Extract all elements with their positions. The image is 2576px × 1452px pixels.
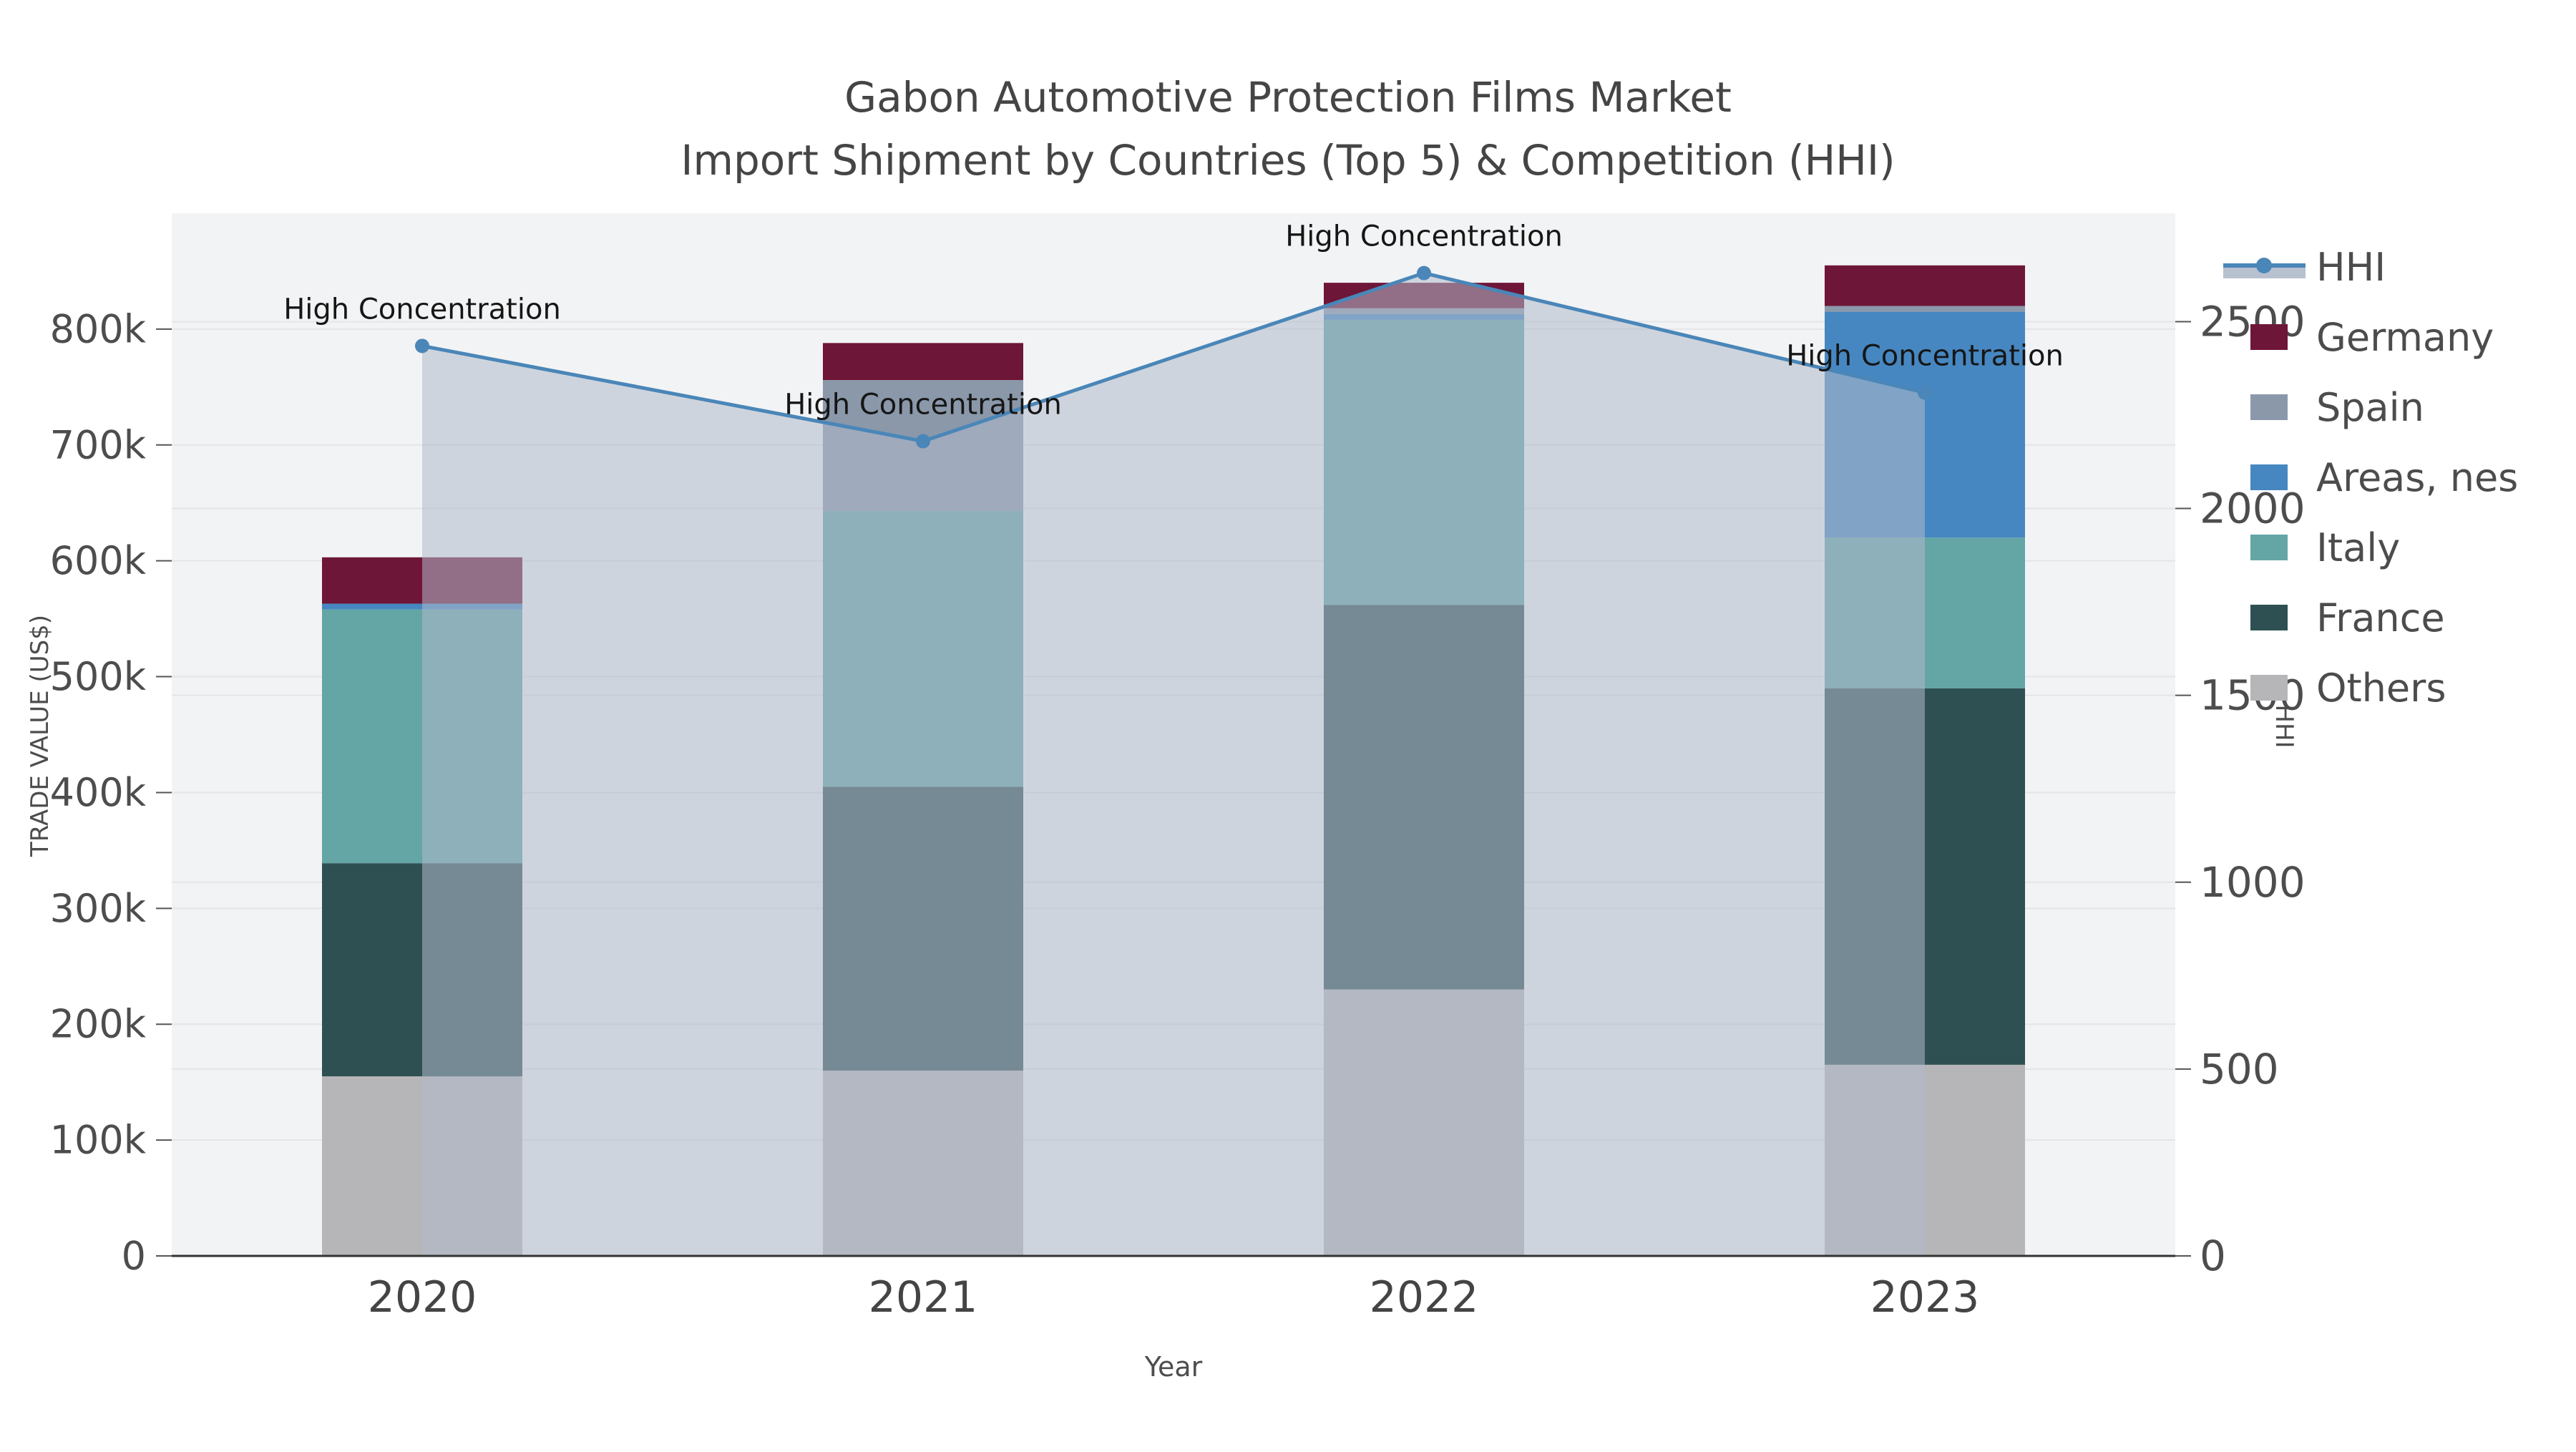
- hhi-marker-2022: [1417, 265, 1431, 281]
- legend-item-hhi[interactable]: HHI: [2222, 232, 2518, 302]
- left-axis-tick-label: 700k: [50, 422, 147, 467]
- left-axis-title: TRADE VALUE (US$): [26, 614, 54, 857]
- legend-item-france[interactable]: France: [2222, 583, 2518, 653]
- hhi-marker-2021: [916, 434, 930, 449]
- bar-segment-2023-germany: [1825, 265, 2025, 306]
- left-axis-tick-label: 200k: [50, 1002, 147, 1047]
- x-tick-label-2021: 2021: [869, 1272, 978, 1322]
- legend-label: HHI: [2316, 244, 2386, 290]
- annotation-high-concentration: High Concentration: [784, 389, 1062, 422]
- legend-swatch-icon: [2222, 394, 2315, 420]
- hhi-marker-2023: [1918, 385, 1932, 400]
- left-axis-tick-label: 500k: [50, 654, 147, 699]
- right-axis-tick-label: 500: [2200, 1045, 2279, 1093]
- legend-item-others[interactable]: Others: [2222, 653, 2518, 723]
- x-tick-label-2022: 2022: [1370, 1272, 1479, 1322]
- annotation-high-concentration: High Concentration: [1285, 220, 1563, 253]
- chart-subtitle: Import Shipment by Countries (Top 5) & C…: [680, 136, 1896, 185]
- annotation-high-concentration: High Concentration: [283, 293, 561, 326]
- legend-swatch-icon: [2222, 535, 2315, 560]
- legend-label: France: [2316, 595, 2445, 640]
- legend-label: Spain: [2316, 384, 2424, 430]
- legend-item-italy[interactable]: Italy: [2222, 512, 2518, 583]
- annotation-high-concentration: High Concentration: [1786, 340, 2064, 373]
- left-axis-tick-label: 300k: [50, 886, 147, 931]
- legend-swatch-icon: [2222, 605, 2315, 630]
- legend: HHI Germany Spain Areas, nes Italy France Othe…: [2222, 232, 2518, 723]
- hhi-area-fill: [422, 273, 1925, 1256]
- x-tick-label-2020: 2020: [368, 1272, 477, 1322]
- right-axis-tick-label: 1000: [2200, 858, 2306, 907]
- legend-item-germany[interactable]: Germany: [2222, 302, 2518, 372]
- legend-label: Germany: [2316, 314, 2494, 360]
- right-axis-tick-label: 2000: [2200, 484, 2306, 533]
- chart-title: Gabon Automotive Protection Films Market: [844, 73, 1732, 122]
- left-axis-tick-label: 100k: [50, 1118, 147, 1163]
- left-axis-tick-label: 400k: [50, 770, 147, 815]
- chart-title-block: Gabon Automotive Protection Films Market…: [0, 66, 2576, 192]
- left-axis-tick-label: 800k: [50, 306, 147, 351]
- left-axis-tick-label: 600k: [50, 538, 147, 583]
- x-axis-title: Year: [1144, 1351, 1203, 1383]
- bar-segment-2021-germany: [823, 343, 1023, 381]
- legend-label: Others: [2316, 665, 2446, 711]
- legend-swatch-icon: [2222, 464, 2315, 490]
- legend-item-areas-nes[interactable]: Areas, nes: [2222, 442, 2518, 512]
- legend-line-icon: [2222, 254, 2315, 280]
- legend-label: Italy: [2316, 525, 2401, 570]
- legend-item-spain[interactable]: Spain: [2222, 372, 2518, 442]
- right-axis-tick-label: 0: [2200, 1232, 2226, 1280]
- hhi-line: [421, 271, 1926, 444]
- left-axis-tick-label: 0: [122, 1234, 146, 1279]
- bar-segment-2023-spain: [1825, 306, 2025, 312]
- legend-swatch-icon: [2222, 324, 2315, 350]
- hhi-marker-2020: [415, 338, 429, 354]
- legend-swatch-icon: [2222, 675, 2315, 701]
- x-tick-label-2023: 2023: [1870, 1272, 1980, 1322]
- legend-label: Areas, nes: [2316, 454, 2519, 500]
